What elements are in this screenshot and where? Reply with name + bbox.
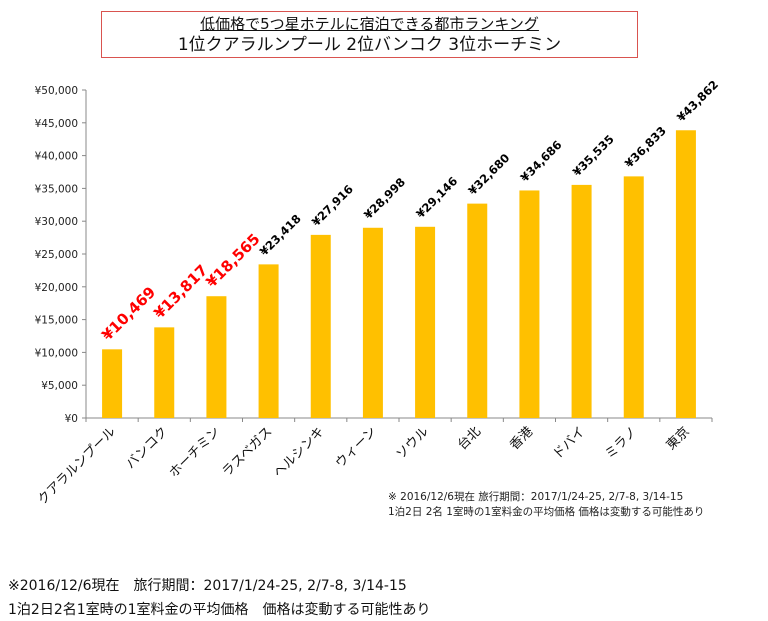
y-tick-label: ¥20,000 [35, 282, 78, 294]
data-label: ¥29,146 [413, 174, 460, 221]
y-tick-label: ¥5,000 [41, 380, 78, 392]
y-tick-label: ¥25,000 [35, 249, 78, 261]
y-tick-label: ¥50,000 [35, 85, 78, 97]
chart-title: 低価格で5つ星ホテルに宿泊できる都市ランキング [200, 15, 539, 33]
x-tick-label: ミラノ [603, 424, 641, 462]
bar-11 [623, 176, 644, 418]
bar-2 [154, 327, 175, 418]
chart-subtitle: 1位クアラルンプール 2位バンコク 3位ホーチミン [177, 35, 562, 55]
bar-4 [258, 264, 279, 418]
inner-note-line2: 1泊2日 2名 1室時の1室料金の平均価格 価格は変動する可能性あり [388, 506, 705, 518]
data-label: ¥34,686 [518, 138, 565, 185]
y-tick-label: ¥45,000 [35, 118, 78, 130]
data-label: ¥28,998 [361, 175, 408, 222]
data-label: ¥10,469 [98, 283, 159, 344]
bar-5 [310, 234, 331, 418]
bar-9 [519, 190, 540, 418]
data-label: ¥43,862 [674, 77, 721, 124]
chart-inner-note: ※ 2016/12/6現在 旅行期間：2017/1/24-25, 2/7-8, … [388, 490, 704, 520]
data-label: ¥32,680 [465, 151, 512, 198]
x-tick-label: バンコク [123, 424, 171, 472]
bar-3 [206, 296, 227, 418]
bar-6 [362, 227, 383, 418]
data-label: ¥18,565 [203, 230, 264, 291]
x-tick-label: 香港 [507, 424, 536, 453]
bar-8 [467, 203, 488, 418]
x-tick-label: 台北 [455, 424, 484, 453]
inner-note-line1: ※ 2016/12/6現在 旅行期間：2017/1/24-25, 2/7-8, … [388, 491, 684, 503]
x-tick-label: ウィーン [333, 424, 380, 471]
bar-12 [675, 130, 696, 419]
x-tick-label: ソウル [394, 424, 432, 462]
data-label: ¥36,833 [622, 124, 669, 171]
y-tick-label: ¥35,000 [35, 183, 78, 195]
x-tick-label: ヘルシンキ [271, 424, 328, 481]
y-tick-label: ¥40,000 [35, 151, 78, 163]
footnote-line1: ※2016/12/6現在 旅行期間：2017/1/24-25, 2/7-8, 3… [8, 578, 407, 594]
chart-title-box: 低価格で5つ星ホテルに宿泊できる都市ランキング 1位クアラルンプール 2位バンコ… [101, 11, 638, 58]
data-label: ¥27,916 [309, 182, 356, 229]
y-tick-label: ¥0 [65, 413, 78, 425]
x-tick-label: ドバイ [550, 424, 588, 462]
x-tick-label: ホーチミン [167, 424, 224, 481]
x-tick-label: 東京 [663, 424, 693, 454]
y-tick-label: ¥15,000 [35, 315, 78, 327]
data-label: ¥23,418 [257, 212, 304, 259]
footnote-line2: 1泊2日2名1室時の1室料金の平均価格 価格は変動する可能性あり [8, 602, 431, 618]
y-tick-label: ¥10,000 [35, 347, 78, 359]
bar-1 [102, 349, 123, 418]
bar-7 [415, 226, 436, 418]
bar-10 [571, 184, 592, 418]
x-tick-label: ラスベガス [220, 424, 276, 480]
data-label: ¥13,817 [150, 261, 211, 322]
x-tick-label: クアラルンプール [35, 424, 119, 508]
data-label: ¥35,535 [570, 132, 617, 179]
y-tick-label: ¥30,000 [35, 216, 78, 228]
